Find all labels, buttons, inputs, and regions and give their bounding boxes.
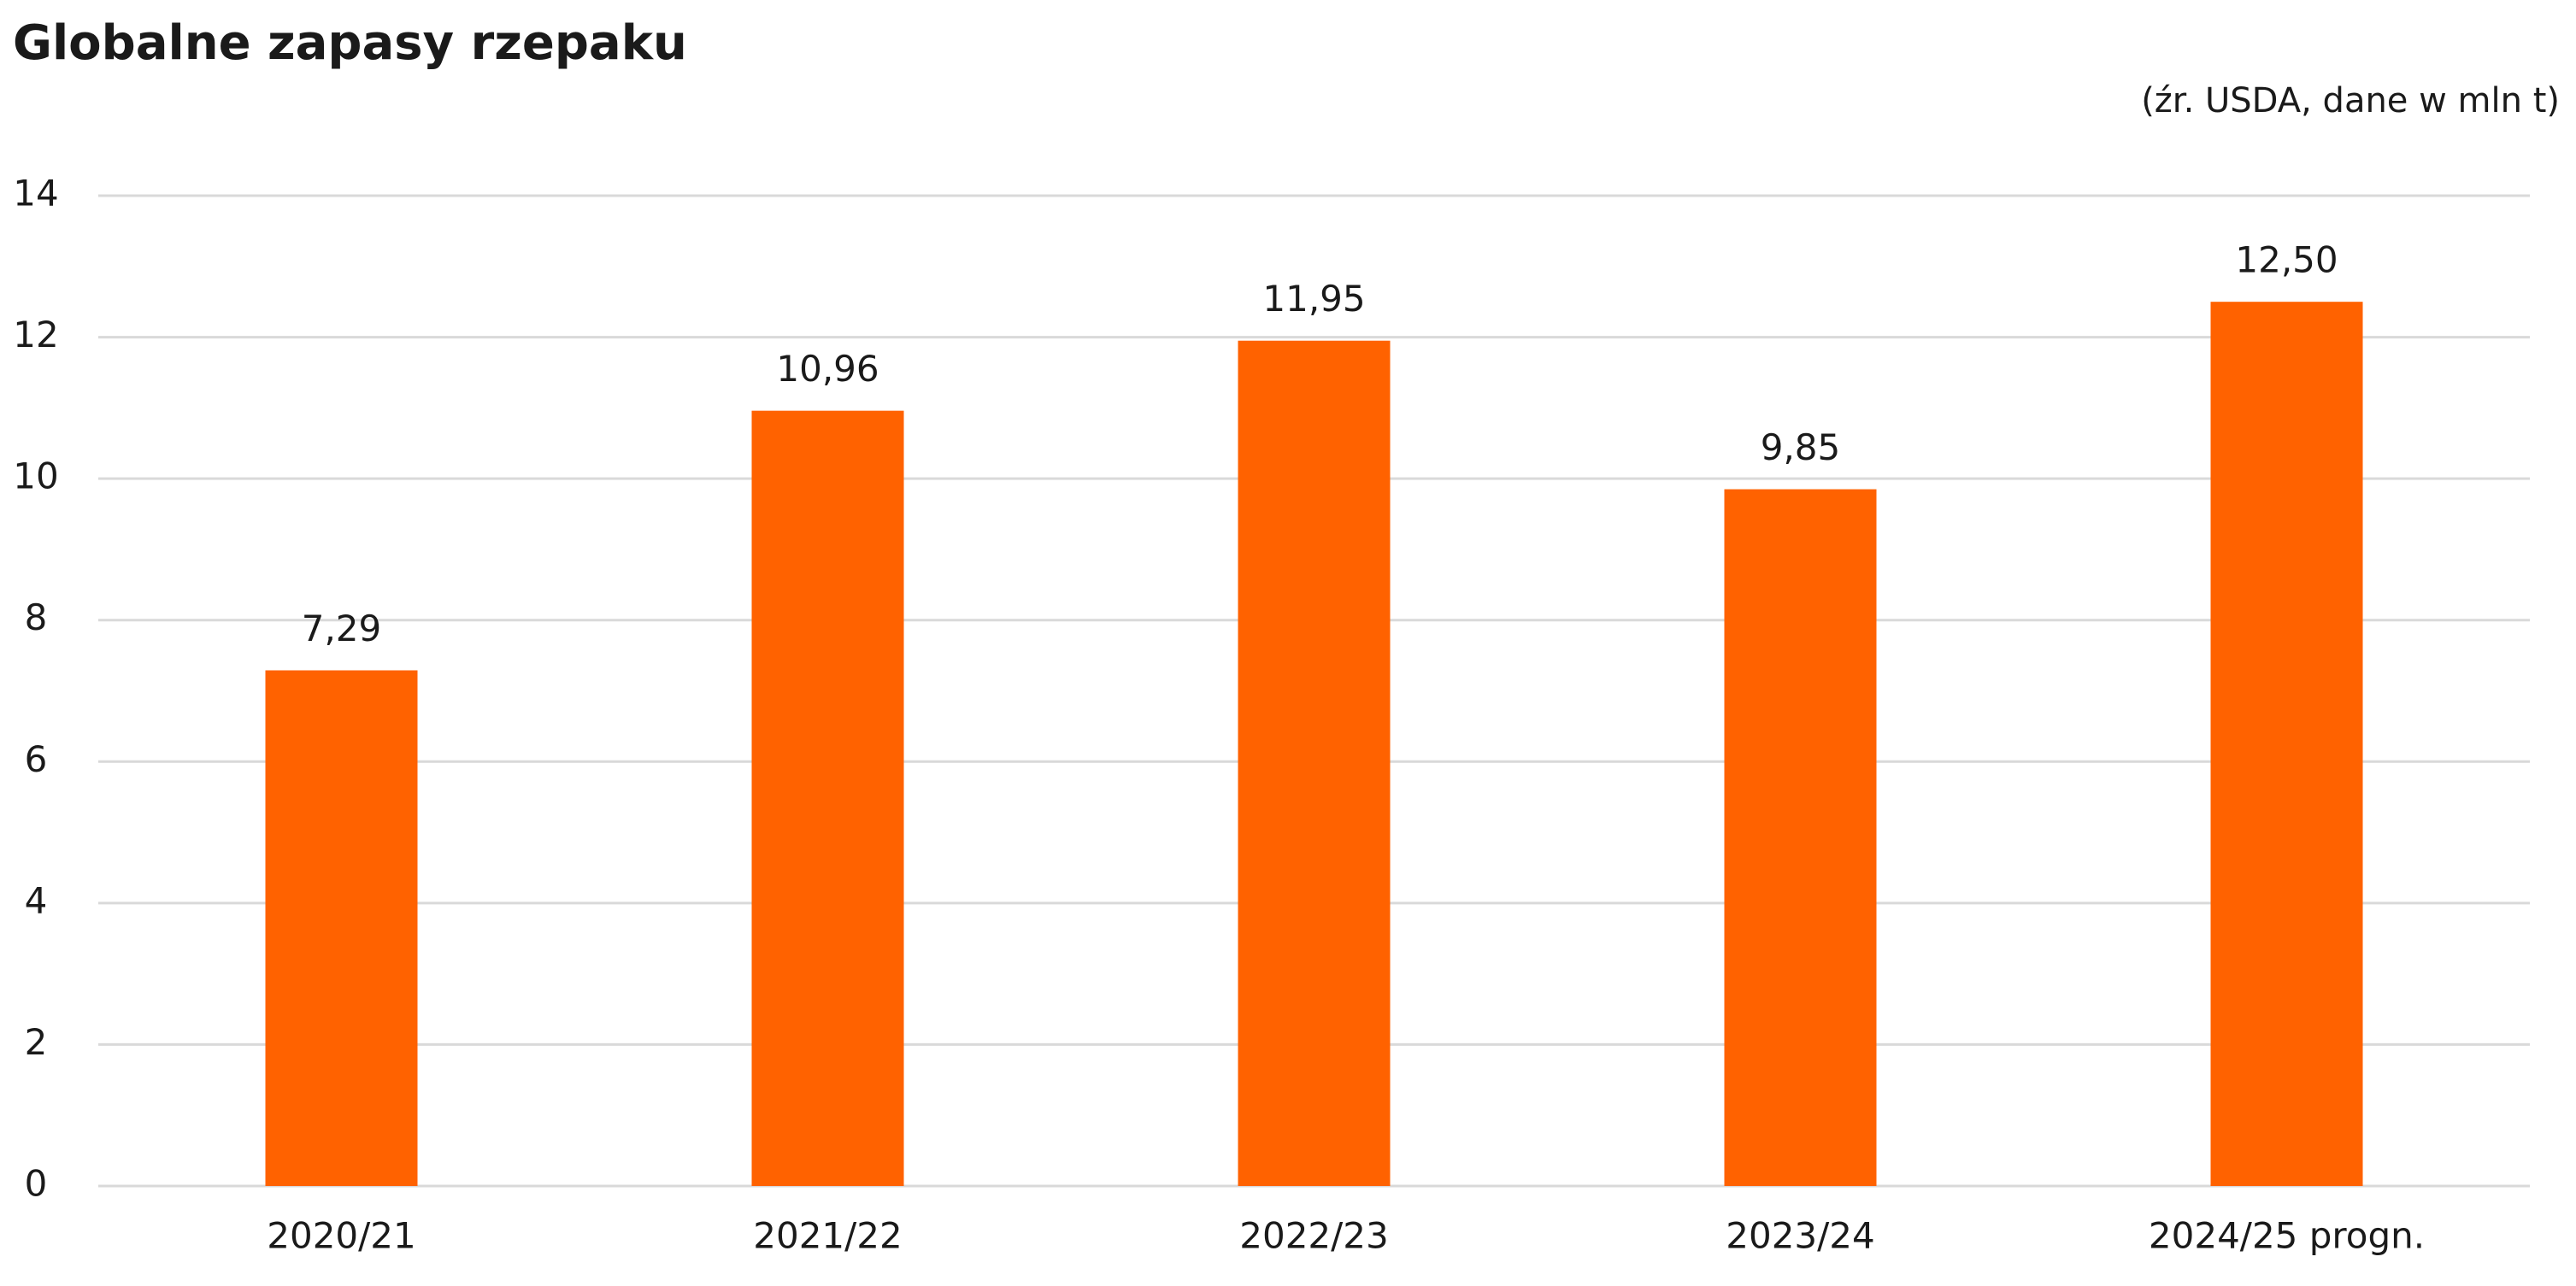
- y-tick-label: 14: [13, 173, 58, 214]
- chart-title: Globalne zapasy rzepaku: [13, 15, 687, 71]
- y-tick-label: 0: [25, 1163, 48, 1205]
- x-tick-label: 2023/24: [1726, 1215, 1874, 1257]
- y-tick-label: 10: [13, 455, 58, 497]
- value-label: 10,96: [776, 348, 879, 390]
- value-label: 12,50: [2235, 239, 2338, 281]
- y-tick-label: 2: [25, 1021, 48, 1063]
- y-tick-label: 8: [25, 596, 48, 638]
- y-tick-label: 4: [25, 879, 48, 921]
- x-tick-label: 2020/21: [267, 1215, 415, 1257]
- bar: [751, 410, 904, 1186]
- bar: [1724, 489, 1877, 1186]
- bar: [265, 670, 418, 1186]
- x-tick-label: 2024/25 progn.: [2149, 1215, 2425, 1257]
- chart-subtitle: (źr. USDA, dane w mln t): [2141, 81, 2560, 120]
- value-label: 11,95: [1262, 278, 1365, 320]
- x-tick-label: 2021/22: [753, 1215, 902, 1257]
- bar: [1238, 340, 1391, 1187]
- value-label: 7,29: [302, 608, 382, 649]
- y-tick-label: 6: [25, 738, 48, 780]
- x-tick-label: 2022/23: [1239, 1215, 1388, 1257]
- bar: [2210, 302, 2363, 1186]
- y-tick-label: 12: [13, 314, 58, 355]
- value-label: 9,85: [1761, 426, 1841, 468]
